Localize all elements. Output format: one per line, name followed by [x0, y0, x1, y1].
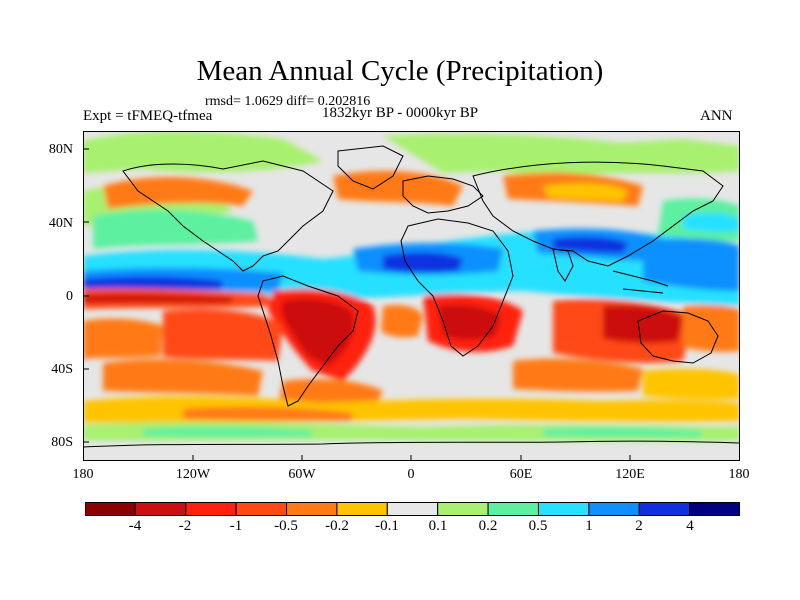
lon-tick-60w: 60W [288, 467, 316, 482]
plot-title: Mean Annual Cycle (Precipitation) [196, 55, 604, 87]
colorbar-box [638, 502, 691, 516]
colorbar-label: -0.2 [325, 518, 349, 534]
colorbar-label: -4 [128, 518, 142, 534]
season-label: ANN [700, 108, 733, 124]
coastlines [83, 145, 740, 448]
experiment-label: Expt = tFMEQ-tfmea [83, 108, 213, 124]
colorbar-label: -1 [229, 518, 243, 534]
precipitation-anomaly-map [83, 131, 740, 461]
colorbar-box [85, 502, 136, 516]
lon-tick-180e: 180 [728, 467, 750, 482]
lat-tick-80s: 80S [51, 435, 73, 450]
colorbar-box [134, 502, 187, 516]
axis-ticks [83, 148, 631, 461]
lat-tick-40s: 40S [51, 362, 73, 377]
colorbar-box [537, 502, 590, 516]
colorbar-box [235, 502, 288, 516]
lat-tick-80n: 80N [48, 142, 73, 157]
colorbar-label: 0.5 [528, 518, 548, 534]
colorbar-label: 4 [686, 518, 694, 534]
colorbar-box [689, 502, 740, 516]
colorbar-box [437, 502, 489, 516]
lon-tick-60e: 60E [509, 467, 533, 482]
colorbar-label: 0.1 [428, 518, 448, 534]
lat-tick-40n: 40N [48, 216, 73, 231]
anomaly-field [83, 131, 740, 461]
colorbar-box [386, 502, 439, 516]
colorbar-box [286, 502, 338, 516]
lon-tick-0: 0 [407, 467, 415, 482]
colorbar [85, 502, 740, 516]
lon-tick-180w: 180 [72, 467, 94, 482]
colorbar-label: 2 [635, 518, 643, 534]
lat-tick-0: 0 [66, 289, 73, 304]
period-label: 1832kyr BP - 0000kyr BP [322, 105, 479, 121]
colorbar-box [185, 502, 237, 516]
rmsd-diff-stats: rmsd= 1.0629 diff= 0.202816 [205, 94, 371, 109]
colorbar-label: 0.2 [478, 518, 498, 534]
lon-tick-120w: 120W [175, 467, 211, 482]
colorbar-box [487, 502, 539, 516]
colorbar-box [588, 502, 640, 516]
colorbar-label: 1 [585, 518, 593, 534]
lon-tick-120e: 120E [615, 467, 645, 482]
colorbar-label: -0.1 [375, 518, 399, 534]
colorbar-box [336, 502, 388, 516]
colorbar-label: -2 [178, 518, 192, 534]
colorbar-label: -0.5 [274, 518, 298, 534]
